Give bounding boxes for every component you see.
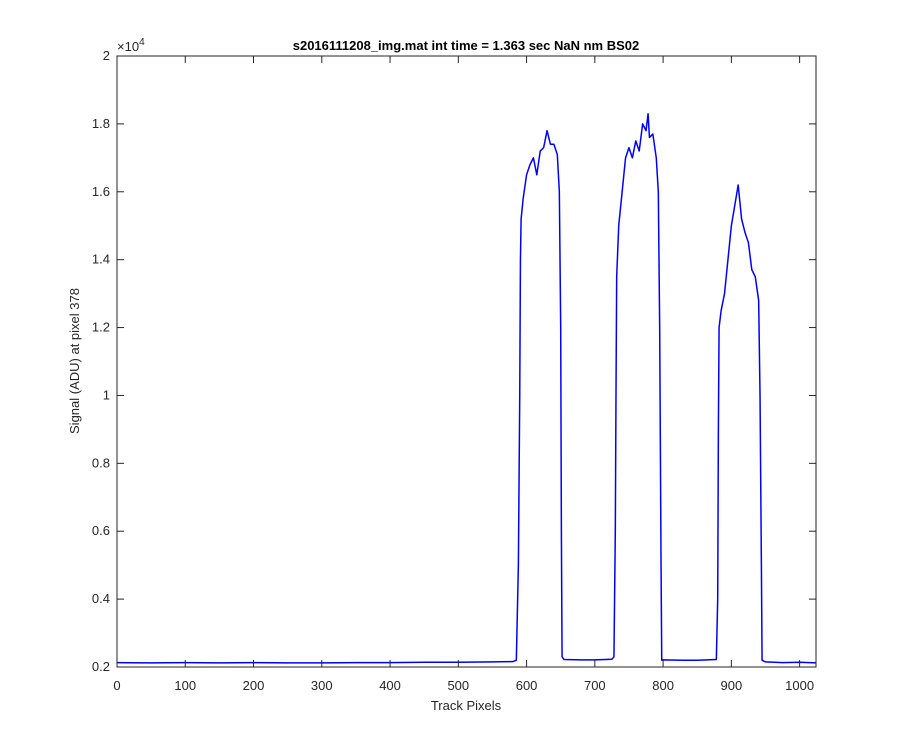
x-tick-label: 500 xyxy=(447,678,469,693)
y-multiplier-exponent: 4 xyxy=(139,37,145,48)
x-tick-label: 200 xyxy=(243,678,265,693)
x-tick-label: 300 xyxy=(311,678,333,693)
y-tick-label: 0.8 xyxy=(92,455,110,470)
y-tick-label: 1 xyxy=(103,387,110,402)
chart-title: s2016111208_img.mat int time = 1.363 sec… xyxy=(293,38,640,53)
y-tick-label: 1.8 xyxy=(92,116,110,131)
series-layer xyxy=(117,112,816,664)
x-tick-label: 800 xyxy=(652,678,674,693)
x-tick-label: 900 xyxy=(721,678,743,693)
y-tick-label: 1.4 xyxy=(92,252,110,267)
y-multiplier-base: ×10 xyxy=(117,39,139,54)
series-line xyxy=(117,112,816,664)
y-tick-label: 2 xyxy=(103,48,110,63)
y-tick-label: 0.6 xyxy=(92,523,110,538)
y-tick-label: 0.2 xyxy=(92,659,110,674)
x-tick-label: 100 xyxy=(174,678,196,693)
x-tick-label: 700 xyxy=(584,678,606,693)
y-multiplier: ×104 xyxy=(117,37,145,54)
x-axis-label: Track Pixels xyxy=(431,698,502,713)
y-axis-ticks: 0.2 0.4 0.6 0.8 1 1.2 1.4 1.6 1.8 2 xyxy=(92,48,816,674)
x-axis-ticks: 0 100 200 300 400 500 600 700 800 900 1000 xyxy=(113,56,814,693)
x-tick-label: 1000 xyxy=(785,678,814,693)
x-tick-label: 600 xyxy=(516,678,538,693)
plot-area xyxy=(117,56,816,667)
y-tick-label: 0.4 xyxy=(92,591,110,606)
axes-box xyxy=(116,55,817,668)
y-axis-label: Signal (ADU) at pixel 378 xyxy=(67,288,82,434)
x-tick-label: 400 xyxy=(379,678,401,693)
y-tick-label: 1.6 xyxy=(92,184,110,199)
x-tick-label: 0 xyxy=(113,678,120,693)
y-tick-label: 1.2 xyxy=(92,320,110,335)
